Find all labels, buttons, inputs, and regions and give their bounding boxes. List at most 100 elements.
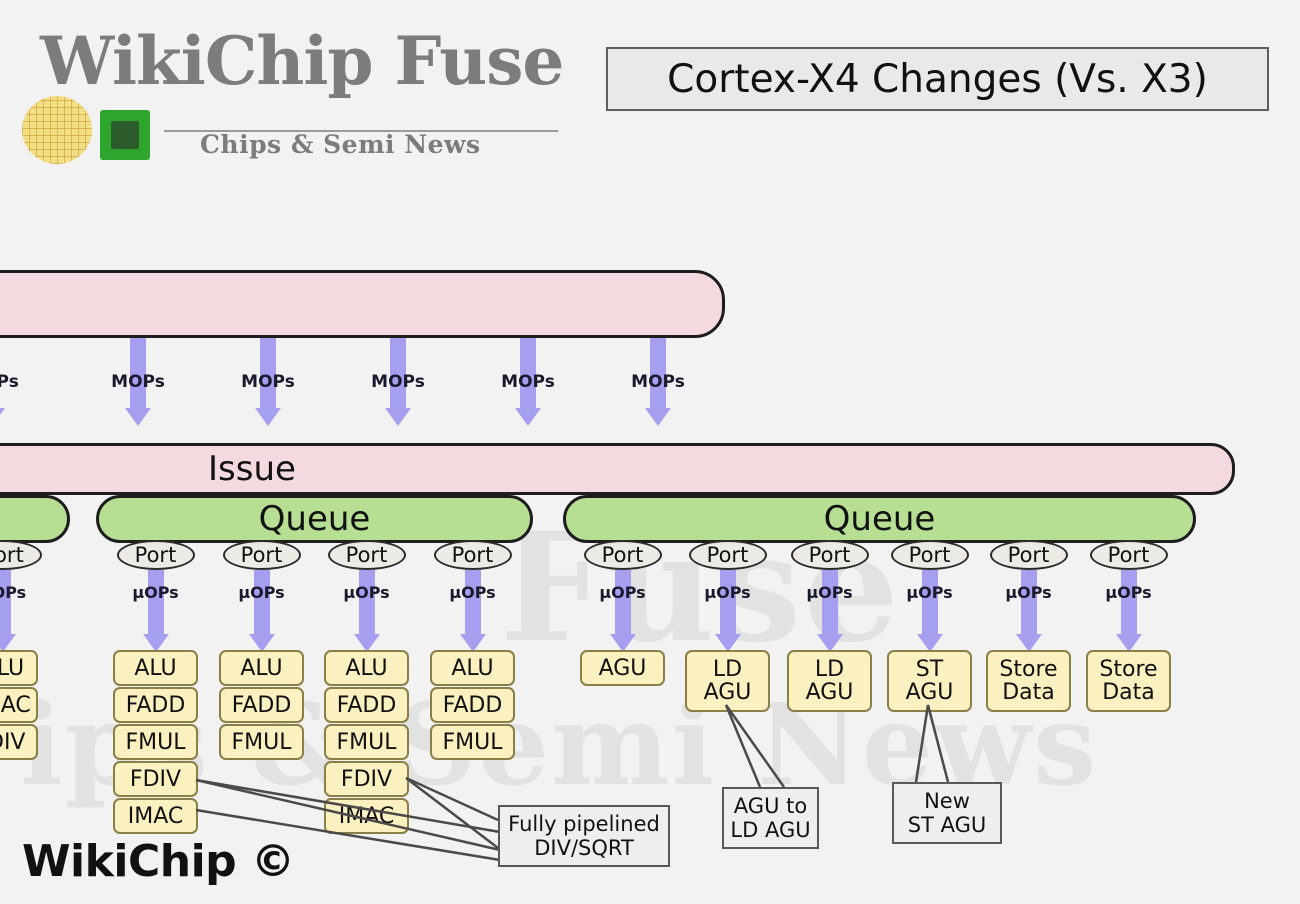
- uops-arrow: [609, 570, 636, 652]
- port-col-st-agu[interactable]: Port: [890, 540, 969, 570]
- logo-divider: [164, 130, 558, 132]
- port-col-ld-agu-1[interactable]: Port: [688, 540, 767, 570]
- uops-label: µOPs: [806, 583, 853, 602]
- exec-unit-alu[interactable]: ALU: [113, 650, 198, 686]
- exec-unit-label: Store: [999, 656, 1058, 682]
- port-col-agu[interactable]: Port: [583, 540, 662, 570]
- port-col-0-clipped[interactable]: Port: [0, 540, 42, 570]
- exec-unit-fmul[interactable]: FMUL: [324, 724, 409, 760]
- mops-arrow: [0, 338, 5, 426]
- exec-unit-column-col-2: ALU FADD FMUL: [219, 650, 304, 761]
- mops-arrow: [645, 338, 671, 426]
- exec-unit-fadd[interactable]: FADD: [430, 687, 515, 723]
- exec-unit-label: ST: [915, 656, 944, 682]
- callout-fully-pipelined-div-sqrt: Fully pipelined DIV/SQRT: [498, 805, 670, 867]
- uops-label: µOPs: [1105, 583, 1152, 602]
- uops-label: µOPs: [704, 583, 751, 602]
- exec-unit-label: AGU: [805, 680, 854, 705]
- exec-unit-store-data[interactable]: Store Data: [1086, 650, 1171, 712]
- mops-label: MOPs: [501, 372, 555, 392]
- uops-label: µOPs: [599, 583, 646, 602]
- uops-arrow: [1115, 570, 1142, 652]
- mops-label: MOPs: [631, 372, 685, 392]
- port-col-4[interactable]: Port: [433, 540, 512, 570]
- callout-line-1: New: [924, 788, 970, 813]
- port-col-2[interactable]: Port: [222, 540, 301, 570]
- exec-unit-fmul[interactable]: FMUL: [430, 724, 515, 760]
- uops-arrow: [1015, 570, 1042, 652]
- wikichip-fuse-logo[interactable]: WikiChip Fuse Chips & Semi News: [12, 22, 582, 164]
- exec-unit-alu[interactable]: ALU: [324, 650, 409, 686]
- exec-unit-fadd[interactable]: FADD: [324, 687, 409, 723]
- exec-unit-fdiv[interactable]: FDIV: [324, 761, 409, 797]
- exec-unit-fadd[interactable]: FADD: [113, 687, 198, 723]
- exec-unit-alu[interactable]: ALU: [430, 650, 515, 686]
- exec-unit-label: FMUL: [231, 729, 292, 755]
- exec-unit-imac[interactable]: IMAC: [113, 798, 198, 834]
- issue-bar: Issue: [0, 443, 1235, 495]
- mops-label: MOPs: [241, 372, 295, 392]
- exec-unit-alu[interactable]: ALU: [219, 650, 304, 686]
- exec-unit-label: Store: [1099, 656, 1158, 682]
- queue-vector: Queue: [96, 495, 533, 543]
- exec-unit-store-data[interactable]: Store Data: [986, 650, 1071, 712]
- callout-line-1: Fully pipelined: [508, 811, 660, 836]
- exec-unit-fadd[interactable]: FADD: [219, 687, 304, 723]
- uops-arrow: [353, 570, 380, 652]
- callout-line-2: DIV/SQRT: [534, 836, 634, 860]
- exec-unit-label: Data: [1102, 680, 1155, 705]
- port-col-3[interactable]: Port: [327, 540, 406, 570]
- uops-label: µOPs: [449, 583, 496, 602]
- exec-unit-fmul[interactable]: FMUL: [113, 724, 198, 760]
- exec-unit-label: FMUL: [442, 729, 503, 755]
- exec-unit-label: AGU: [703, 680, 752, 705]
- exec-unit-imac[interactable]: IMAC: [0, 687, 38, 723]
- mops-arrow: [255, 338, 281, 426]
- exec-unit-idiv[interactable]: IDIV: [0, 724, 38, 760]
- exec-unit-label: FADD: [231, 692, 292, 718]
- uops-label: µOPs: [238, 583, 285, 602]
- exec-unit-fdiv[interactable]: FDIV: [113, 761, 198, 797]
- queue-left-clipped: [0, 495, 70, 543]
- port-col-store-2[interactable]: Port: [1089, 540, 1168, 570]
- exec-unit-label: FDIV: [340, 766, 393, 792]
- exec-unit-ld-agu[interactable]: LD AGU: [787, 650, 872, 712]
- callout-line-1: AGU to: [733, 793, 808, 818]
- uops-arrow: [714, 570, 741, 652]
- exec-unit-label: FADD: [125, 692, 186, 718]
- exec-unit-label: ALU: [345, 655, 388, 681]
- uops-arrow: [0, 570, 16, 652]
- exec-unit-label: ALU: [451, 655, 494, 681]
- queue-memory: Queue: [563, 495, 1196, 543]
- port-col-store-1[interactable]: Port: [989, 540, 1068, 570]
- mops-label: MOPs: [371, 372, 425, 392]
- exec-unit-label: FADD: [442, 692, 503, 718]
- mops-label: MOPs: [111, 372, 165, 392]
- callout-new-st-agu: New ST AGU: [892, 782, 1002, 844]
- port-col-1[interactable]: Port: [116, 540, 195, 570]
- exec-unit-label: FDIV: [129, 766, 182, 792]
- uops-arrow: [816, 570, 843, 652]
- exec-unit-agu[interactable]: AGU: [580, 650, 665, 686]
- exec-unit-label: ALU: [134, 655, 177, 681]
- exec-unit-label: IMAC: [127, 803, 184, 829]
- callout-line-2: LD AGU: [730, 818, 811, 842]
- uops-label: µOPs: [1005, 583, 1052, 602]
- exec-unit-label: FMUL: [125, 729, 186, 755]
- exec-unit-column-col-agu: AGU: [580, 650, 665, 687]
- exec-unit-ld-agu[interactable]: LD AGU: [685, 650, 770, 712]
- exec-unit-label: Data: [1002, 680, 1055, 705]
- page-title: Cortex-X4 Changes (Vs. X3): [667, 56, 1208, 102]
- exec-unit-fmul[interactable]: FMUL: [219, 724, 304, 760]
- exec-unit-label: LD: [814, 656, 845, 682]
- port-col-ld-agu-2[interactable]: Port: [790, 540, 869, 570]
- exec-unit-st-agu[interactable]: ST AGU: [887, 650, 972, 712]
- mops-arrow: [385, 338, 411, 426]
- exec-unit-label: FADD: [336, 692, 397, 718]
- exec-unit-imac[interactable]: IMAC: [324, 798, 409, 834]
- exec-unit-column-col-ld-agu-2: LD AGU: [787, 650, 872, 713]
- wafer-icon: [22, 96, 92, 164]
- uops-arrow: [142, 570, 169, 652]
- exec-unit-alu[interactable]: ALU: [0, 650, 38, 686]
- logo-tagline: Chips & Semi News: [200, 130, 481, 159]
